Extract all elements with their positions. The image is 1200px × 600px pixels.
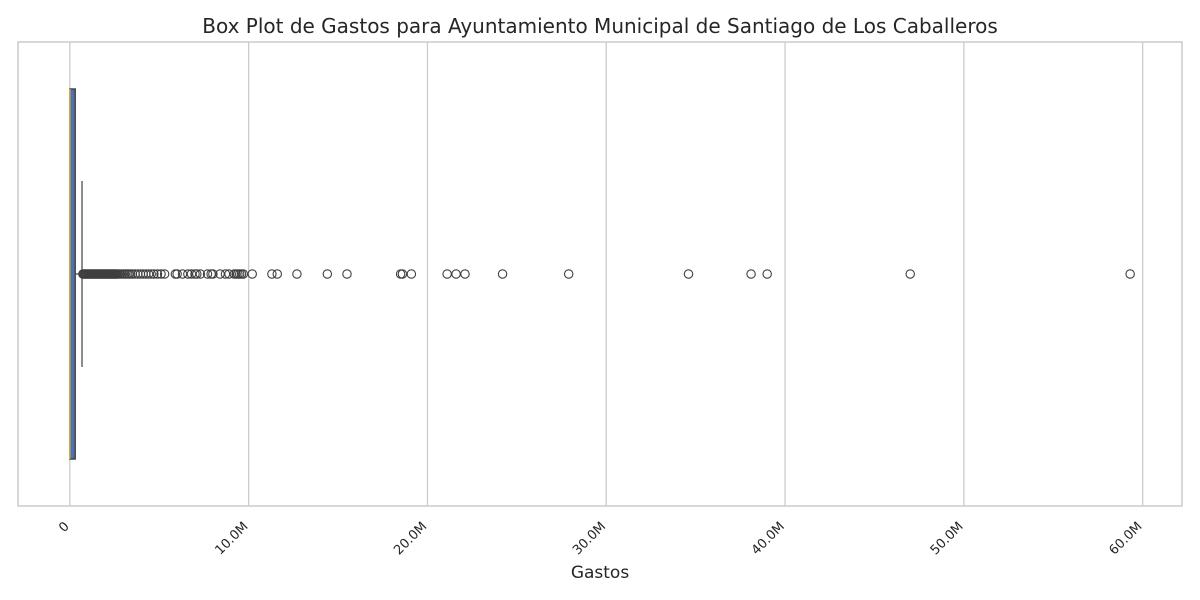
outlier-point [247,269,257,279]
outlier-point [762,269,772,279]
outlier-point [267,269,277,279]
outlier-point [192,269,202,279]
x-tick-label: 20.0M [391,519,430,558]
outlier-point [451,269,461,279]
outlier-point [342,269,352,279]
outlier-point [683,269,694,279]
outlier-point [208,269,218,279]
outlier-point [497,269,508,279]
plot-frame [17,41,1183,507]
x-axis-ticks: 0 10.0M 20.0M 30.0M 40.0M 50.0M 60.0M [56,519,1145,558]
chart-title: Box Plot de Gastos para Ayuntamiento Mun… [202,14,998,38]
outlier-point [905,269,915,279]
x-tick-label: 10.0M [212,519,251,558]
outlier-point [202,269,213,279]
iqr-box [69,88,76,460]
outlier-point [272,269,283,279]
outlier-point [149,269,159,279]
outlier-point [152,269,163,279]
x-tick-label: 50.0M [928,519,967,558]
outlier-point [1125,269,1135,279]
outlier-point [172,269,182,279]
outlier-point [159,269,170,279]
x-tick-label: 30.0M [570,519,609,558]
grid-layer [69,42,1144,506]
outlier-layer [78,269,1135,279]
outlier-point [563,269,574,279]
outlier-point [146,269,156,279]
outlier-point [156,269,166,279]
outlier-point [195,269,206,279]
outlier-point [292,269,302,279]
outlier-point [406,269,417,279]
x-axis-label: Gastos [571,563,630,583]
x-tick-label: 0 [56,519,72,535]
outlier-point [460,269,470,279]
x-tick-label: 60.0M [1106,519,1145,558]
outlier-point [746,269,756,279]
outlier-point [322,269,333,279]
x-tick-label: 40.0M [749,519,788,558]
outlier-point [442,269,452,279]
